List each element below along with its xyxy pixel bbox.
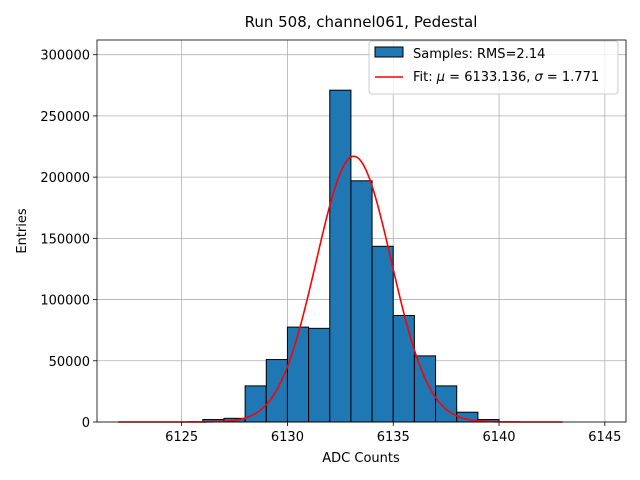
legend-histogram-label: Samples: RMS=2.14: [413, 47, 545, 62]
x-tick-label: 6135: [377, 430, 410, 445]
histogram-bar: [413, 355, 437, 423]
x-tick-label: 6130: [271, 430, 304, 445]
x-tick-label: 6145: [588, 430, 621, 445]
y-tick-label: 300000: [40, 49, 90, 64]
y-tick-label: 50000: [49, 355, 90, 370]
legend-fit-label-prefix: Fit:: [413, 70, 437, 85]
histogram-bar: [371, 245, 394, 423]
x-tick-label: 6125: [165, 430, 198, 445]
histogram-bar: [435, 385, 458, 423]
y-axis-ticks: 0 50000 100000 150000 200000 250000 300000: [40, 49, 97, 431]
histogram-bar: [350, 180, 373, 423]
y-tick-label: 0: [82, 416, 90, 431]
chart-title: Run 508, channel061, Pedestal: [245, 13, 478, 31]
legend-fit-sigma-symbol: σ: [535, 70, 544, 85]
y-tick-label: 250000: [40, 110, 90, 125]
y-tick-label: 200000: [40, 171, 90, 186]
plot-area-frame: [96, 39, 627, 423]
histogram-bar: [392, 314, 415, 423]
x-tick-label: 6140: [482, 430, 515, 445]
legend-fit-mu-value: = 6133.136,: [445, 70, 534, 85]
y-tick-label: 150000: [40, 232, 90, 247]
grid: [97, 40, 626, 423]
legend-box: [368, 40, 619, 95]
legend-fit-label: Fit: μ = 6133.136, σ = 1.771: [413, 70, 599, 85]
histogram-bar: [286, 326, 310, 423]
legend: Samples: RMS=2.14 Fit: μ = 6133.136, σ =…: [368, 40, 619, 95]
x-axis-ticks: 6125 6130 6135 6140 6145: [165, 422, 621, 445]
legend-histogram-swatch: [374, 46, 404, 58]
histogram-bar: [308, 327, 331, 423]
legend-fit-mu-symbol: μ: [436, 70, 445, 85]
legend-fit-sigma-value: = 1.771: [543, 70, 599, 85]
x-axis-label: ADC Counts: [322, 451, 400, 466]
histogram-bar: [329, 89, 352, 423]
y-tick-label: 100000: [40, 294, 90, 309]
y-axis-label: Entries: [15, 208, 30, 254]
